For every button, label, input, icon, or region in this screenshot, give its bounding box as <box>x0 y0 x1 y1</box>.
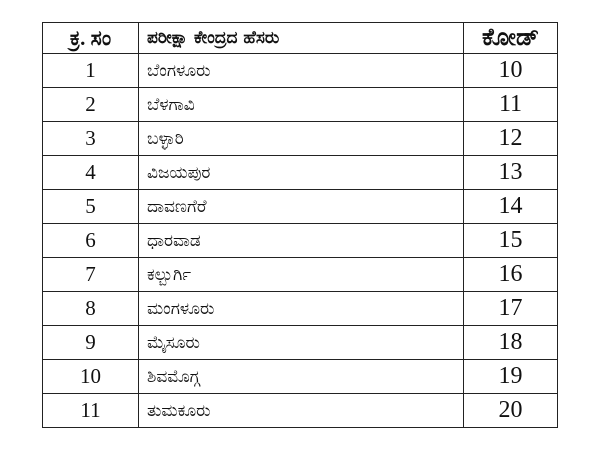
header-cell: ಕ್ರ. ಸಂ <box>42 22 139 54</box>
table-row: 9 ಮೈಸೂರು 18 <box>42 325 558 360</box>
serial-number: 10 <box>42 359 139 394</box>
table-row: 6 ಧಾರವಾಡ 15 <box>42 223 558 258</box>
centre-code: 13 <box>463 155 558 190</box>
table-header: ಕ್ರ. ಸಂ ಪರೀಕ್ಷಾ ಕೇಂದ್ರದ ಹೆಸರು ಕೋಡ್ <box>42 22 558 54</box>
serial-number: 3 <box>42 121 139 156</box>
serial-number: 5 <box>42 189 139 224</box>
table-row: 4 ವಿಜಯಪುರ 13 <box>42 155 558 190</box>
centre-name: ತುಮಕೂರು <box>138 393 464 428</box>
centre-code: 12 <box>463 121 558 156</box>
table-row: 11 ತುಮಕೂರು 20 <box>42 393 558 428</box>
table-row: 2 ಬೆಳಗಾವಿ 11 <box>42 87 558 122</box>
serial-number: 9 <box>42 325 139 360</box>
serial-number: 1 <box>42 53 139 88</box>
table-row: 10 ಶಿವಮೊಗ್ಗ 19 <box>42 359 558 394</box>
centre-name: ಶಿವಮೊಗ್ಗ <box>138 359 464 394</box>
table-body: 1 ಬೆಂಗಳೂರು 10 2 ಬೆಳಗಾವಿ 11 3 ಬಳ್ಳಾರಿ 12 4 ವಿಜಯಪುರ 1… <box>42 53 558 428</box>
serial-number: 6 <box>42 223 139 258</box>
centre-code: 19 <box>463 359 558 394</box>
centre-code: 20 <box>463 393 558 428</box>
header-cell: ಕೋಡ್ <box>463 22 558 54</box>
centre-name: ಬೆಂಗಳೂರು <box>138 53 464 88</box>
centre-name: ಮಂಗಳೂರು <box>138 291 464 326</box>
centre-code: 11 <box>463 87 558 122</box>
centre-code: 10 <box>463 53 558 88</box>
header-row: ಕ್ರ. ಸಂ ಪರೀಕ್ಷಾ ಕೇಂದ್ರದ ಹೆಸರು ಕೋಡ್ <box>42 22 558 54</box>
table-row: 5 ದಾವಣಗೆರೆ 14 <box>42 189 558 224</box>
centre-name: ಬಳ್ಳಾರಿ <box>138 121 464 156</box>
centre-name: ಬೆಳಗಾವಿ <box>138 87 464 122</box>
centre-code: 17 <box>463 291 558 326</box>
centre-code: 14 <box>463 189 558 224</box>
serial-number: 8 <box>42 291 139 326</box>
table-row: 1 ಬೆಂಗಳೂರು 10 <box>42 53 558 88</box>
exam-centre-table: ಕ್ರ. ಸಂ ಪರೀಕ್ಷಾ ಕೇಂದ್ರದ ಹೆಸರು ಕೋಡ್ 1 ಬೆಂಗಳೂ… <box>42 22 558 428</box>
table-row: 7 ಕಲ್ಬುರ್ಗಿ 16 <box>42 257 558 292</box>
centre-name: ಧಾರವಾಡ <box>138 223 464 258</box>
table-row: 3 ಬಳ್ಳಾರಿ 12 <box>42 121 558 156</box>
serial-number: 2 <box>42 87 139 122</box>
centre-code: 18 <box>463 325 558 360</box>
centre-code: 15 <box>463 223 558 258</box>
header-cell: ಪರೀಕ್ಷಾ ಕೇಂದ್ರದ ಹೆಸರು <box>138 22 464 54</box>
table-row: 8 ಮಂಗಳೂರು 17 <box>42 291 558 326</box>
centre-name: ಮೈಸೂರು <box>138 325 464 360</box>
centre-name: ದಾವಣಗೆರೆ <box>138 189 464 224</box>
serial-number: 11 <box>42 393 139 428</box>
serial-number: 7 <box>42 257 139 292</box>
serial-number: 4 <box>42 155 139 190</box>
centre-name: ಕಲ್ಬುರ್ಗಿ <box>138 257 464 292</box>
centre-code: 16 <box>463 257 558 292</box>
centre-name: ವಿಜಯಪುರ <box>138 155 464 190</box>
